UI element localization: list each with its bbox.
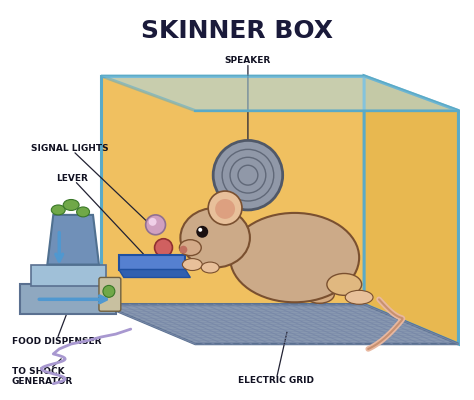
Text: SIGNAL LIGHTS: SIGNAL LIGHTS [31, 144, 151, 225]
Ellipse shape [77, 207, 90, 217]
Text: SPEAKER: SPEAKER [225, 56, 271, 141]
FancyBboxPatch shape [99, 278, 121, 311]
Ellipse shape [201, 262, 219, 273]
Text: SKINNER BOX: SKINNER BOX [141, 19, 333, 43]
Polygon shape [101, 76, 364, 304]
Ellipse shape [51, 205, 65, 215]
Polygon shape [119, 255, 185, 270]
Polygon shape [47, 215, 99, 264]
Polygon shape [101, 76, 458, 111]
Ellipse shape [63, 200, 79, 210]
Circle shape [146, 215, 165, 235]
Circle shape [208, 191, 242, 225]
Text: LEVER: LEVER [56, 174, 147, 258]
Polygon shape [119, 270, 191, 278]
Circle shape [179, 246, 187, 254]
Polygon shape [101, 304, 458, 344]
Circle shape [149, 218, 156, 226]
Circle shape [196, 226, 208, 238]
Circle shape [215, 199, 235, 219]
Ellipse shape [304, 286, 334, 303]
Ellipse shape [327, 274, 362, 295]
Ellipse shape [230, 213, 359, 302]
Circle shape [213, 140, 283, 210]
Circle shape [155, 239, 173, 257]
Text: TO SHOCK
GENERATOR: TO SHOCK GENERATOR [11, 359, 73, 386]
Text: ELECTRIC GRID: ELECTRIC GRID [238, 332, 314, 385]
Ellipse shape [181, 208, 250, 268]
Polygon shape [31, 264, 106, 286]
Text: FOOD DISPENSER: FOOD DISPENSER [11, 310, 101, 346]
Polygon shape [19, 284, 116, 314]
Circle shape [103, 286, 115, 297]
Ellipse shape [345, 290, 373, 304]
Polygon shape [364, 76, 458, 344]
Circle shape [198, 228, 202, 232]
Ellipse shape [182, 258, 202, 270]
Ellipse shape [179, 240, 201, 256]
